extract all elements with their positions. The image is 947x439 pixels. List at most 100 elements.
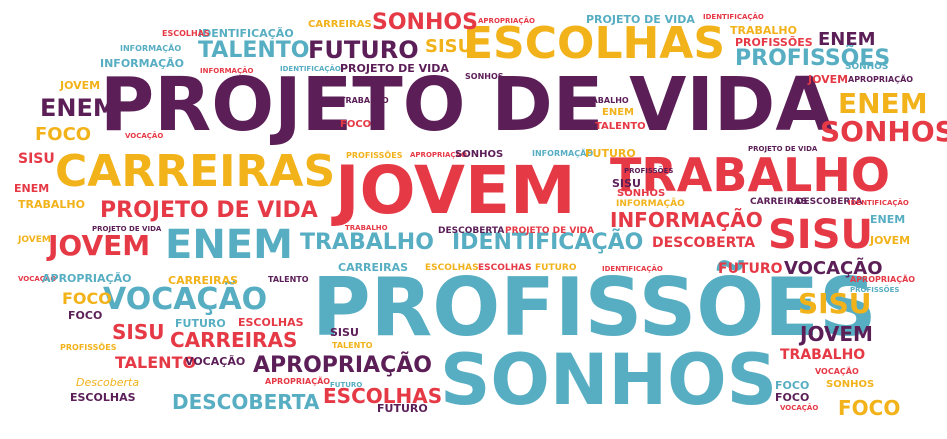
- word-escolhas-main: ESCOLHAS: [463, 18, 726, 69]
- word-identificacao: IDENTIFICAÇÃO: [280, 65, 341, 73]
- word-vocacao: VOCAÇÃO: [780, 404, 819, 412]
- word-trabalho: TRABALHO: [780, 347, 866, 363]
- word-carreiras: CARREIRAS: [170, 328, 298, 352]
- word-trabalho: TRABALHO: [18, 198, 85, 211]
- word-jovem: JOVEM: [870, 234, 911, 247]
- word-enem: ENEM: [870, 213, 906, 226]
- word-enem: ENEM: [818, 29, 876, 50]
- word-apropriacao: APROPRIAÇÃO: [850, 275, 916, 284]
- word-futuro: FUTURO: [330, 381, 363, 389]
- word-projeto-de-vida-main: PROJETO DE VIDA: [100, 62, 833, 148]
- word-informacao: INFORMAÇÃO: [616, 199, 685, 209]
- word-enem: ENEM: [838, 87, 928, 120]
- word-vocacao: VOCAÇÃO: [18, 275, 57, 283]
- word-foco: FOCO: [838, 396, 901, 420]
- word-foco: FOCO: [775, 391, 810, 404]
- word-sonhos: SONHOS: [820, 115, 947, 148]
- word-sisu: SISU: [768, 212, 873, 258]
- word-futuro: FUTURO: [308, 36, 419, 64]
- word-vocacao: VOCAÇÃO: [185, 355, 246, 368]
- word-profissoes: PROFISSÕES: [60, 343, 117, 352]
- word-vocacao: VOCAÇÃO: [815, 367, 859, 376]
- word-projeto-de-vida: PROJETO DE VIDA: [340, 62, 449, 75]
- word-sisu: SISU: [425, 36, 473, 57]
- word-projeto-de-vida: PROJETO DE VIDA: [505, 226, 595, 236]
- word-sisu: SISU: [798, 287, 872, 320]
- word-identificacao: IDENTIFICAÇÃO: [602, 265, 663, 273]
- word-descoberta: DESCOBERTA: [652, 235, 756, 251]
- word-vocacao: VOCAÇÃO: [103, 282, 268, 317]
- word-profissoes-main: PROFISSÕES: [312, 261, 877, 354]
- word-enem: ENEM: [602, 107, 634, 118]
- word-sisu: SISU: [18, 151, 55, 167]
- word-trabalho: TRABALHO: [340, 96, 389, 105]
- word-trabalho: TRABALHO: [300, 230, 434, 255]
- word-descoberta: DESCOBERTA: [172, 390, 320, 414]
- word-carreiras: CARREIRAS: [168, 274, 239, 287]
- word-profissoes: PROFISSÕES: [735, 36, 813, 49]
- word-jovem: JOVEM: [60, 79, 101, 92]
- word-enem: ENEM: [40, 94, 117, 122]
- word-sisu: SISU: [612, 177, 641, 190]
- word-apropriacao: APROPRIAÇÃO: [848, 75, 914, 84]
- word-sonhos: SONHOS: [465, 72, 504, 81]
- word-carreiras: CARREIRAS: [338, 261, 409, 274]
- word-trabalho-main: TRABALHO: [610, 148, 890, 202]
- word-talento: TALENTO: [198, 38, 310, 63]
- word-enem: ENEM: [14, 182, 50, 195]
- word-foco: FOCO: [340, 119, 372, 130]
- word-identificacao: IDENTIFICAÇÃO: [452, 230, 644, 255]
- word-sonhos-main: SONHOS: [440, 339, 778, 421]
- word-talento: TALENTO: [268, 275, 309, 284]
- word-sisu: SISU: [330, 326, 359, 339]
- word-carreiras: CARREIRAS: [308, 19, 372, 30]
- word-escolhas: ESCOLHAS: [162, 29, 210, 38]
- word-talento: TALENTO: [332, 341, 373, 350]
- word-enem: ENEM: [165, 222, 293, 268]
- word-talento: TALENTO: [595, 121, 646, 132]
- word-talento: TALENTO: [115, 353, 197, 372]
- word-trabalho: TRABALHO: [730, 24, 797, 37]
- word-informacao: INFORMAÇÃO: [610, 208, 763, 232]
- word-apropriacao: APROPRIAÇÃO: [42, 272, 132, 285]
- word-jovem: JOVEM: [18, 235, 51, 245]
- word-jovem: JOVEM: [808, 73, 849, 86]
- word-identificacao: IDENTIFICAÇÃO: [198, 27, 294, 40]
- word-vocacao: VOCAÇÃO: [784, 258, 883, 279]
- word-informacao: INFORMAÇÃO: [200, 67, 254, 75]
- word-informacao: INFORMAÇÃO: [532, 149, 594, 158]
- word-futuro: FUTURO: [535, 263, 577, 273]
- word-escolhas: ESCOLHAS: [323, 384, 443, 408]
- word-futuro: FUTURO: [718, 261, 783, 277]
- word-escolhas: ESCOLHAS: [425, 263, 479, 273]
- word-sonhos: SONHOS: [826, 379, 875, 390]
- word-foco: FOCO: [775, 379, 810, 392]
- word-sonhos: SONHOS: [845, 62, 889, 72]
- word-futuro: FUTURO: [175, 317, 226, 330]
- word-apropriacao: APROPRIAÇÃO: [410, 151, 467, 159]
- word-projeto-de-vida: PROJETO DE VIDA: [100, 198, 318, 223]
- word-escolhas: ESCOLHAS: [70, 391, 136, 404]
- word-futuro: FUTURO: [377, 402, 428, 415]
- word-escolhas: ESCOLHAS: [478, 263, 532, 273]
- word-futuro: FUTURO: [585, 147, 636, 160]
- word-trabalho: TRABALHO: [580, 96, 629, 105]
- word-sonhos: SONHOS: [372, 10, 478, 35]
- word-descoberta: DESCOBERTA: [438, 226, 505, 236]
- word-informacao: INFORMAÇÃO: [100, 57, 185, 70]
- word-identificacao: IDENTIFICAÇÃO: [703, 13, 764, 21]
- word-sonhos: SONHOS: [455, 149, 504, 160]
- word-projeto-de-vida: PROJETO DE VIDA: [748, 145, 818, 153]
- word-profissoes: PROFISSÕES: [735, 46, 891, 71]
- word-escolhas: ESCOLHAS: [238, 316, 304, 329]
- word-carreiras-main: CARREIRAS: [55, 146, 336, 197]
- word-apropriacao: APROPRIAÇÃO: [478, 17, 535, 25]
- word-descoberta: DESCOBERTA: [796, 197, 863, 207]
- word-foco: FOCO: [68, 309, 103, 322]
- word-vocacao: VOCAÇÃO: [125, 132, 164, 140]
- word-profissoes: PROFISSÕES: [850, 286, 900, 294]
- word-projeto-de-vida: PROJETO DE VIDA: [92, 225, 162, 233]
- word-jovem: JOVEM: [800, 322, 873, 346]
- word-sisu: SISU: [112, 320, 165, 344]
